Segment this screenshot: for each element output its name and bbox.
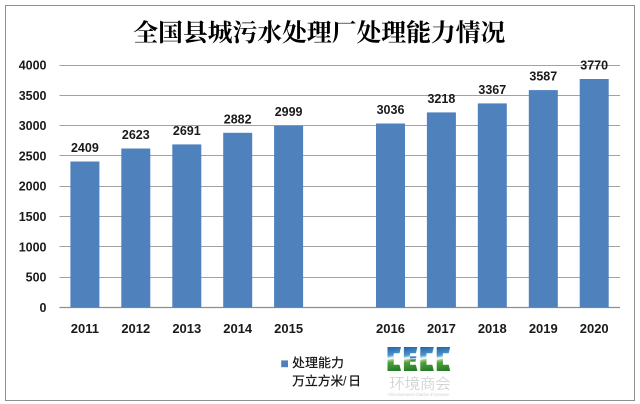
svg-text:2018: 2018 — [478, 321, 507, 336]
svg-text:3000: 3000 — [19, 119, 47, 133]
svg-text:2500: 2500 — [19, 149, 47, 163]
svg-text:2017: 2017 — [427, 321, 456, 336]
svg-text:3587: 3587 — [529, 70, 557, 84]
svg-text:2016: 2016 — [376, 321, 405, 336]
svg-text:2409: 2409 — [71, 141, 99, 155]
svg-text:3367: 3367 — [478, 83, 506, 97]
svg-text:2014: 2014 — [223, 321, 253, 336]
svg-text:2882: 2882 — [224, 112, 252, 126]
svg-text:2999: 2999 — [275, 105, 303, 119]
svg-text:China Environment Chamber of C: China Environment Chamber of Commerce — [388, 392, 450, 397]
svg-text:1500: 1500 — [19, 210, 47, 224]
svg-text:2019: 2019 — [529, 321, 558, 336]
svg-text:3218: 3218 — [427, 92, 455, 106]
svg-text:3770: 3770 — [580, 59, 608, 73]
svg-text:/: / — [343, 375, 347, 389]
svg-text:2000: 2000 — [19, 180, 47, 194]
svg-text:0: 0 — [40, 301, 47, 315]
svg-text:2020: 2020 — [580, 321, 609, 336]
svg-text:2623: 2623 — [122, 128, 150, 142]
svg-text:3036: 3036 — [377, 103, 405, 117]
svg-text:2011: 2011 — [71, 321, 99, 336]
svg-text:500: 500 — [26, 271, 47, 285]
svg-text:2015: 2015 — [274, 321, 303, 336]
svg-text:3500: 3500 — [19, 89, 47, 103]
svg-text:2013: 2013 — [172, 321, 201, 336]
svg-text:2691: 2691 — [173, 124, 201, 138]
svg-text:1000: 1000 — [19, 240, 47, 254]
svg-text:4000: 4000 — [19, 59, 47, 73]
svg-text:2012: 2012 — [121, 321, 150, 336]
